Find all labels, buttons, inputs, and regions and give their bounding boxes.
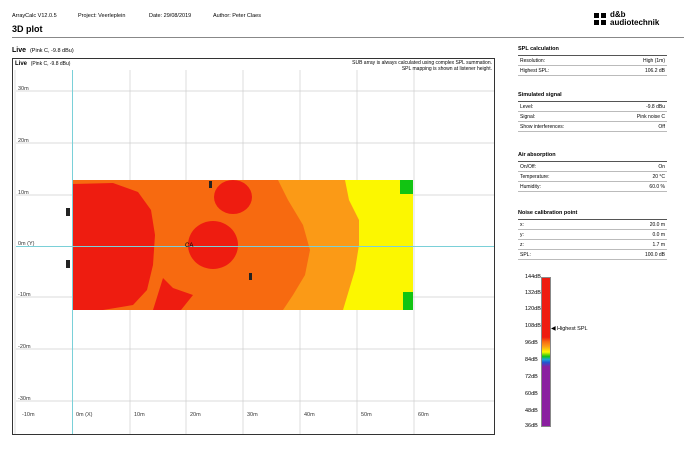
spl-zone-red-mid [188,221,238,269]
highest-spl-arrow-icon: ◀ [551,326,556,332]
calibration-point-label: CA [185,243,194,249]
plot-note: SUB array is always calculated using com… [270,60,492,72]
x-tick: 0m (X) [76,412,93,418]
panel-row: On/Off: On [518,164,667,172]
panel-row: x: 20.0 m [518,222,667,230]
plot-note-line1: SUB array is always calculated using com… [352,60,492,66]
x-tick: 20m [190,412,201,418]
x-tick: 10m [134,412,145,418]
spl-zone-red-top [214,180,252,214]
live-detail: (Pink C, -9.8 dBu) [29,48,74,54]
y-tick: -20m [18,344,31,350]
colorbar-label: 120dB [525,306,541,312]
colorbar-label: 84dB [525,357,538,363]
brand-logo: d&b audiotechnik [594,11,684,31]
colorbar-label: 144dB [525,274,541,280]
panel-row: Resolution: High (1m) [518,58,667,66]
highest-spl-marker: Highest SPL [557,326,588,332]
app-version: ArrayCalc V12.0.5 [12,13,57,19]
panel-row: SPL: 100.0 dB [518,252,667,260]
panel-row: Show interferences: Off [518,124,667,132]
y-axis-zero-line [16,246,494,247]
x-axis-zero-line [72,70,73,434]
colorbar-label: 60dB [525,391,538,397]
y-tick: 10m [18,190,29,196]
x-tick: 50m [361,412,372,418]
noise-calibration-panel: Noise calibration point x: 20.0 m y: 0.0 m… [518,210,668,260]
speaker-icon[interactable] [209,181,212,188]
plot-live-label: Live [15,61,28,67]
live-label: Live [12,47,27,54]
panel-row: Signal: Pink noise C [518,114,667,122]
spl-calculation-panel: SPL calculation Resolution: High (1m) Hig… [518,46,668,76]
panel-title: SPL calculation [518,46,559,52]
author: Author: Peter Claes [213,13,261,19]
spl-zone-green-top [400,180,413,194]
y-tick: 0m (Y) [18,241,35,247]
project-name: Project: Veerleplein [78,13,126,19]
colorbar-label: 108dB [525,323,541,329]
date: Date: 29/08/2019 [149,13,192,19]
plot-live-detail: (Pink C, -9.8 dBu) [30,61,71,67]
panel-title: Noise calibration point [518,210,578,216]
logo-line2: audiotechnik [610,18,660,27]
logo-line1: d&b [610,10,626,19]
panel-row: Humidity: 60.0 % [518,184,667,192]
y-tick: -10m [18,292,31,298]
divider [12,37,684,38]
logo-grid-icon [594,13,606,25]
y-tick: 20m [18,138,29,144]
colorbar-label: 132dB [525,290,541,296]
x-tick: 30m [247,412,258,418]
panel-title: Air absorption [518,152,556,158]
x-tick: -10m [22,412,35,418]
page-title: 3D plot [12,24,43,34]
plot-live-heading: Live (Pink C, -9.8 dBu) [15,61,70,67]
panel-row: Temperature: 20 °C [518,174,667,182]
colorbar-label: 96dB [525,340,538,346]
panel-row: z: 1.7 m [518,242,667,250]
panel-row: Highest SPL: 106.2 dB [518,68,667,76]
colorbar-label: 72dB [525,374,538,380]
panel-title: Simulated signal [518,92,562,98]
speaker-icon[interactable] [249,273,252,280]
spl-zone-red-strip [153,278,193,310]
live-heading: Live (Pink C, -9.8 dBu) [12,47,74,54]
plot-note-line2: SPL mapping is shown at listener height. [401,66,492,72]
panel-row: Level: -9.8 dBu [518,104,667,112]
colorbar-label: 36dB [525,423,538,429]
speaker-icon[interactable] [66,208,70,216]
spl-colorbar [541,277,551,427]
y-tick: 30m [18,86,29,92]
air-absorption-panel: Air absorption On/Off: On Temperature: 20 … [518,152,668,192]
simulated-signal-panel: Simulated signal Level: -9.8 dBu Signal: P… [518,92,668,132]
y-tick: -30m [18,396,31,402]
colorbar-label: 48dB [525,408,538,414]
x-tick: 60m [418,412,429,418]
x-tick: 40m [304,412,315,418]
spl-zone-green-bottom [403,292,413,310]
spl-plot[interactable] [12,58,495,435]
panel-row: y: 0.0 m [518,232,667,240]
spl-map [73,180,413,310]
speaker-icon[interactable] [66,260,70,268]
